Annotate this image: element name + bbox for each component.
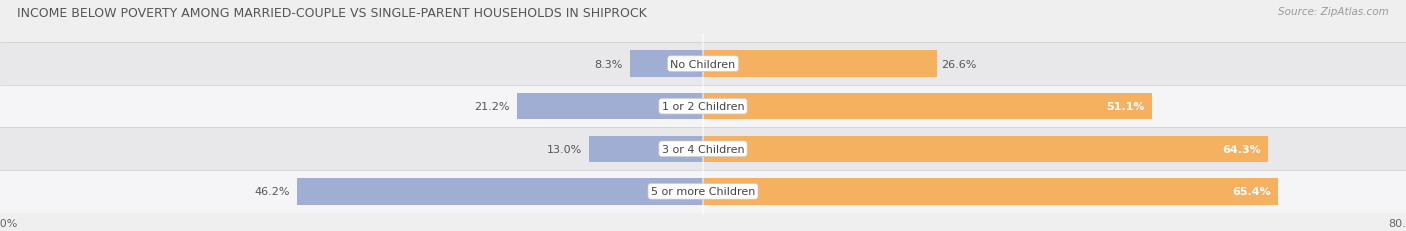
Text: Source: ZipAtlas.com: Source: ZipAtlas.com — [1278, 7, 1389, 17]
Bar — [703, 178, 1278, 205]
Bar — [0, 170, 1406, 213]
Bar — [0, 43, 1406, 85]
Bar — [0, 85, 1406, 128]
Text: 64.3%: 64.3% — [1222, 144, 1261, 154]
Text: 21.2%: 21.2% — [474, 102, 510, 112]
Text: 3 or 4 Children: 3 or 4 Children — [662, 144, 744, 154]
Text: 46.2%: 46.2% — [254, 187, 290, 197]
Text: No Children: No Children — [671, 59, 735, 69]
Text: 65.4%: 65.4% — [1232, 187, 1271, 197]
Bar — [517, 94, 703, 120]
Bar — [630, 51, 703, 77]
Text: 51.1%: 51.1% — [1107, 102, 1144, 112]
Text: 13.0%: 13.0% — [547, 144, 582, 154]
Bar — [703, 51, 936, 77]
Bar — [589, 136, 703, 162]
Bar — [0, 128, 1406, 170]
Bar — [703, 94, 1152, 120]
Bar — [297, 178, 703, 205]
Bar — [703, 136, 1268, 162]
Text: 1 or 2 Children: 1 or 2 Children — [662, 102, 744, 112]
Text: 8.3%: 8.3% — [595, 59, 623, 69]
Text: INCOME BELOW POVERTY AMONG MARRIED-COUPLE VS SINGLE-PARENT HOUSEHOLDS IN SHIPROC: INCOME BELOW POVERTY AMONG MARRIED-COUPL… — [17, 7, 647, 20]
Text: 26.6%: 26.6% — [941, 59, 977, 69]
Text: 5 or more Children: 5 or more Children — [651, 187, 755, 197]
